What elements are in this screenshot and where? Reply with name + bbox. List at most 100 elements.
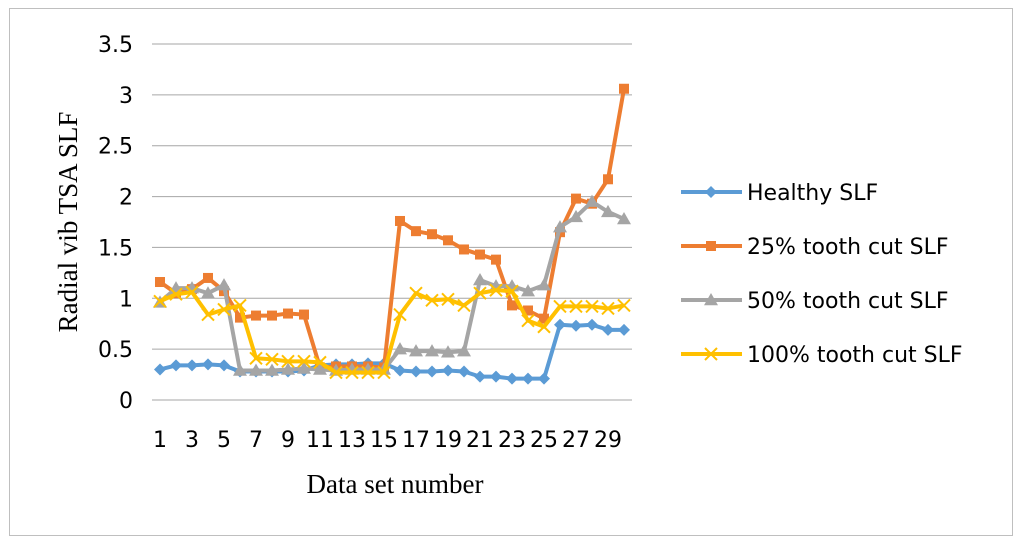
x-tick-label: 9	[281, 428, 295, 453]
legend-item: 100% tooth cut SLF	[681, 343, 963, 368]
data-point-square	[523, 305, 533, 316]
y-tick-label: 0.5	[98, 338, 133, 363]
data-point-triangle	[297, 361, 311, 374]
x-tick-label: 29	[594, 428, 622, 453]
y-tick-labels: 0 0.5 1 1.5 2 2.5 3 3.5	[98, 33, 133, 414]
data-point-triangle	[233, 363, 247, 376]
legend: Healthy SLF 25% tooth cut SLF 50% tooth cu…	[681, 181, 963, 368]
legend-item: 50% tooth cut SLF	[681, 289, 949, 314]
legend-item: 25% tooth cut SLF	[681, 235, 949, 260]
x-tick-label: 1	[153, 428, 167, 453]
x-tick-label: 11	[306, 428, 334, 453]
data-point-square	[539, 313, 549, 324]
data-point-diamond	[705, 186, 717, 198]
y-tick-label: 2.5	[98, 135, 133, 160]
data-point-triangle	[473, 272, 487, 286]
legend-item: Healthy SLF	[681, 181, 878, 206]
data-point-square	[603, 174, 613, 185]
data-point-x	[585, 299, 599, 314]
data-point-x	[345, 365, 359, 380]
data-point-diamond	[490, 370, 502, 383]
data-point-diamond	[202, 358, 214, 371]
data-point-x	[377, 365, 391, 380]
data-point-square	[427, 229, 437, 240]
x-tick-label: 15	[370, 428, 398, 453]
data-point-square	[203, 272, 213, 283]
data-point-x	[704, 347, 718, 361]
data-point-triangle	[249, 363, 263, 376]
data-point-diamond	[410, 365, 422, 378]
data-point-diamond	[554, 318, 566, 331]
data-point-x	[297, 354, 311, 369]
data-point-x	[505, 284, 519, 298]
data-point-x	[169, 287, 183, 301]
data-point-square	[443, 235, 453, 246]
data-point-x	[361, 365, 375, 380]
y-tick-label: 3	[119, 84, 133, 109]
data-point-diamond	[218, 359, 230, 372]
data-point-diamond	[618, 323, 630, 336]
legend-label: Healthy SLF	[747, 181, 878, 206]
y-tick-label: 3.5	[98, 33, 133, 58]
data-point-x	[473, 286, 487, 300]
x-tick-labels: 1 3 5 7 9 11 13 15 17 19 21 23 25 27 29	[153, 428, 622, 453]
data-point-triangle	[489, 279, 503, 292]
x-tick-label: 13	[338, 428, 366, 453]
data-point-diamond	[474, 370, 486, 383]
data-point-triangle	[601, 204, 615, 218]
data-point-triangle	[393, 342, 407, 355]
data-point-diamond	[570, 319, 582, 332]
data-point-diamond	[458, 365, 470, 378]
data-point-triangle	[201, 286, 215, 299]
series-triangle	[153, 194, 631, 376]
x-tick-label: 19	[434, 428, 462, 453]
x-tick-label: 17	[402, 428, 430, 453]
data-point-square	[251, 310, 261, 321]
data-point-diamond	[522, 372, 534, 385]
data-point-diamond	[586, 318, 598, 331]
y-tick-label: 1	[119, 287, 133, 312]
series-x	[153, 283, 631, 380]
data-point-square	[619, 83, 629, 94]
chart-frame	[9, 8, 1013, 536]
data-point-x	[265, 352, 279, 367]
data-point-x	[201, 307, 215, 322]
series-diamond	[154, 318, 630, 385]
series-layer	[153, 83, 631, 385]
data-point-square	[299, 309, 309, 320]
data-point-triangle	[521, 284, 535, 297]
data-point-x	[617, 298, 631, 313]
data-point-square	[507, 300, 517, 311]
data-point-triangle	[704, 293, 718, 306]
data-point-x	[313, 355, 327, 370]
data-point-x	[153, 294, 167, 309]
y-tick-label: 1.5	[98, 236, 133, 261]
data-point-x	[489, 283, 503, 297]
data-point-triangle	[569, 209, 583, 223]
data-point-square	[459, 244, 469, 255]
data-point-square	[395, 215, 405, 226]
data-point-square	[155, 277, 165, 288]
data-point-x	[409, 286, 423, 300]
y-axis-title: Radial vib TSA SLF	[53, 112, 83, 333]
data-point-diamond	[442, 364, 454, 377]
data-point-x	[441, 292, 455, 307]
data-point-square	[706, 241, 716, 251]
data-point-x	[185, 285, 199, 299]
data-point-x	[537, 320, 551, 334]
data-point-triangle	[265, 363, 279, 376]
data-point-square	[411, 226, 421, 237]
data-point-x	[393, 307, 407, 322]
data-point-diamond	[394, 364, 406, 377]
data-point-triangle	[617, 211, 631, 225]
data-point-x	[601, 301, 615, 316]
data-point-triangle	[537, 278, 551, 291]
data-point-diamond	[506, 372, 518, 385]
data-point-triangle	[281, 362, 295, 375]
x-tick-label: 25	[530, 428, 558, 453]
data-point-triangle	[553, 220, 567, 233]
data-point-x	[569, 299, 583, 314]
data-point-triangle	[441, 345, 455, 358]
data-point-square	[475, 249, 485, 260]
x-tick-label: 27	[562, 428, 590, 453]
